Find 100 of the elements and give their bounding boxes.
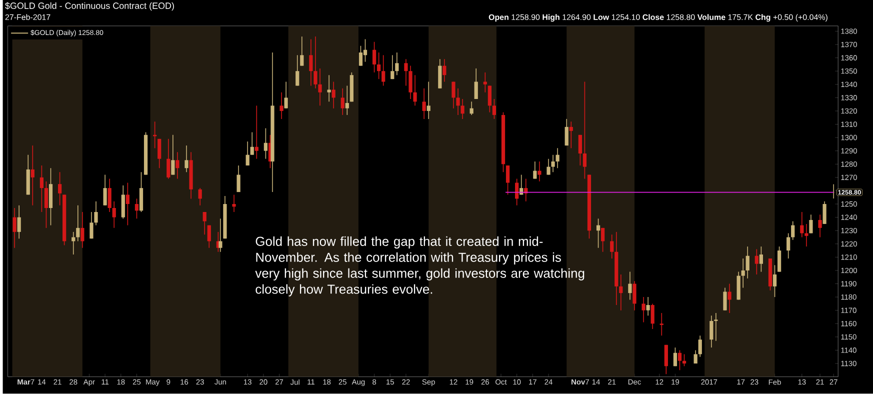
candlestick — [728, 283, 732, 314]
candlestick — [564, 118, 568, 146]
candlestick — [678, 350, 682, 371]
candlestick — [280, 92, 284, 120]
candlestick — [72, 232, 76, 256]
candlestick — [236, 165, 240, 193]
candlestick — [318, 68, 322, 106]
candlestick — [632, 280, 636, 311]
candlestick — [664, 344, 668, 375]
candlestick — [198, 188, 202, 206]
candlestick — [452, 81, 456, 109]
candlestick — [809, 214, 813, 234]
candlestick — [800, 212, 804, 238]
candlestick — [619, 274, 623, 311]
candlestick — [578, 134, 582, 166]
candlestick — [48, 168, 53, 226]
candlestick — [736, 272, 740, 300]
candlestick — [395, 52, 399, 76]
candlestick — [582, 81, 587, 180]
candlestick — [746, 246, 750, 279]
candlestick — [250, 132, 254, 156]
candlestick — [754, 248, 758, 275]
candlestick — [404, 58, 408, 86]
candlestick — [44, 181, 48, 228]
candlestick — [309, 38, 313, 86]
candlestick — [158, 138, 162, 169]
candlestick — [112, 201, 116, 228]
candlestick — [121, 185, 125, 220]
candlestick — [456, 88, 460, 116]
candlestick — [714, 312, 718, 342]
candlestick — [94, 201, 98, 226]
candlestick — [207, 224, 211, 248]
candlestick — [166, 138, 170, 180]
candlestick — [76, 205, 80, 242]
candlestick — [246, 141, 250, 166]
candlestick — [650, 303, 654, 330]
candlestick — [546, 158, 550, 176]
candlestick — [682, 354, 686, 367]
candlestick — [460, 98, 464, 120]
candlestick — [422, 88, 426, 120]
candlestick — [673, 347, 678, 367]
candlestick — [171, 134, 175, 176]
candlestick — [80, 212, 84, 248]
candlestick — [40, 165, 44, 213]
candlestick — [377, 52, 381, 80]
candlestick — [413, 74, 417, 106]
candlestick — [332, 81, 336, 109]
candlestick — [345, 85, 349, 116]
candlestick — [822, 201, 826, 224]
chart-title: $GOLD Gold - Continuous Contract (EOD) — [5, 2, 174, 11]
candlestick — [426, 81, 430, 120]
candlestick — [327, 74, 331, 102]
candlestick — [12, 208, 16, 248]
candlestick — [264, 128, 268, 160]
candlestick — [786, 232, 790, 260]
candlestick — [184, 145, 188, 173]
candlestick — [474, 68, 478, 100]
candlestick — [372, 42, 376, 73]
candlestick — [698, 335, 702, 358]
candlestick — [108, 178, 112, 213]
candlestick — [300, 36, 304, 66]
candlestick — [358, 46, 363, 66]
candlestick — [296, 54, 300, 86]
candlestick — [524, 178, 528, 202]
candlestick — [408, 66, 412, 100]
candlestick — [596, 218, 600, 248]
candlestick — [202, 212, 206, 236]
candlestick — [126, 182, 130, 226]
candlestick — [17, 205, 21, 240]
annotation: Gold has now filled the gap that it created in mid-November. As the correlation with Treasury prices is very high since last summer, gold investors are watching closely how Treasuries evolve. — [255, 236, 584, 296]
candlestick — [694, 350, 698, 364]
candlestick — [551, 154, 555, 173]
candlestick — [818, 214, 822, 238]
candlestick — [660, 312, 664, 336]
candlestick — [515, 178, 519, 206]
candlestick — [538, 161, 542, 182]
candlestick — [488, 85, 492, 113]
candlestick — [506, 165, 510, 196]
candlestick — [610, 234, 614, 260]
candlestick — [556, 148, 560, 169]
candlestick — [232, 194, 236, 213]
candlestick — [314, 36, 318, 89]
candlestick — [710, 315, 714, 348]
candlestick — [30, 145, 34, 206]
candlestick — [772, 264, 777, 298]
candlestick — [340, 88, 344, 116]
candlestick — [492, 98, 496, 120]
candlestick — [363, 38, 368, 62]
candlestick — [777, 246, 782, 272]
candlestick — [254, 105, 258, 160]
candlestick — [90, 212, 94, 240]
candlestick — [628, 272, 632, 300]
candlestick — [723, 287, 727, 311]
candlestick — [533, 161, 537, 180]
candlestick — [470, 101, 474, 116]
candlestick — [382, 54, 386, 86]
candlestick — [804, 224, 808, 248]
candlestick — [442, 58, 446, 82]
candlestick — [642, 296, 646, 323]
candlestick — [218, 218, 222, 252]
